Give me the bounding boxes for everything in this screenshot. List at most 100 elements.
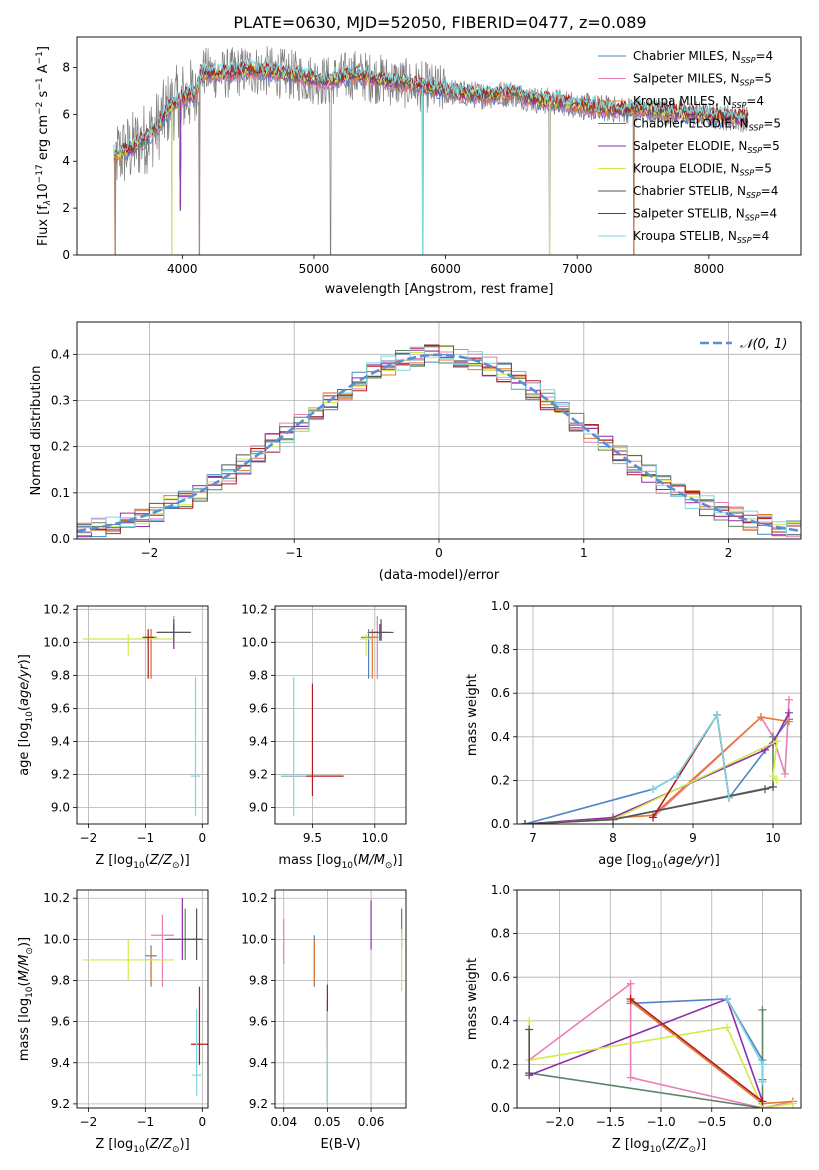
x-axis-label: Z [log10(Z/Z⊙)] (612, 1137, 706, 1155)
y-axis-label: Normed distribution (29, 366, 44, 496)
series-marker-chabrier-elodie (758, 1005, 767, 1014)
x-tick-label: 10 (765, 831, 780, 845)
label-part: ⊙ (385, 861, 393, 871)
legend-label-chabrier-miles: Chabrier MILES, NSSP=4 (633, 49, 773, 65)
x-tick-label: −0.5 (697, 1115, 726, 1129)
label-part: 10 (133, 861, 145, 871)
series-line-salpeter-elodie (524, 712, 790, 824)
x-tick-label: 6000 (430, 262, 461, 276)
label-part: 10 (651, 861, 663, 871)
x-tick-label: −2 (80, 1115, 98, 1129)
label-part: )] (180, 1137, 190, 1152)
plot-area (283, 900, 403, 1104)
label-part: Flux [f (36, 205, 51, 246)
series-marker-salpeter-miles (785, 695, 793, 704)
axes-frame: −2 −1 0 1 2 0.0 0.1 0.2 0.3 0.4 (data-model)/error… (29, 321, 802, 583)
label-part: SSP (745, 214, 760, 223)
series-marker-salpeter-miles (626, 979, 635, 988)
label-part: Z [log (95, 1137, 133, 1152)
label-part: ( (145, 853, 150, 868)
axes-frame: −2.0 −1.5 −1.0 −0.5 0.0 0.0 0.2 0.4 0.6 0.8 1.0 Z [… (465, 883, 802, 1155)
x-tick-label: 7 (529, 831, 537, 845)
y-tick-label: 9.6 (51, 1015, 70, 1029)
legend-label-kroupa-stelib: Kroupa STELIB, NSSP=4 (633, 229, 769, 245)
label-part: −17 (35, 164, 45, 183)
y-tick-label: 9.8 (249, 973, 268, 987)
label-part: SSP (749, 124, 764, 133)
panel-residuals: −2 −1 0 1 2 0.0 0.1 0.2 0.3 0.4 (data-model)/error… (29, 321, 802, 583)
label-part: =5 (763, 117, 781, 131)
label-part: mass [log (17, 998, 32, 1061)
point-kroupa-elodie (82, 939, 174, 981)
y-tick-label: 10.0 (241, 932, 268, 946)
y-tick-label: 9.8 (51, 668, 70, 682)
y-tick-label: 9.2 (249, 767, 268, 781)
y-tick-label: 9.2 (51, 1097, 70, 1111)
series-line-salpeter-miles (652, 699, 790, 819)
plot-area (525, 979, 797, 1108)
series-marker-chabrier-stelib (521, 820, 529, 824)
point-chabrier-stelib (190, 908, 203, 960)
y-axis-label: mass [log10(M/M⊙)] (17, 937, 35, 1061)
series-marker-kroupa-elodie (773, 737, 781, 746)
panel-age_vs_mass: 9.5 10.0 9.0 9.2 9.4 9.6 9.8 10.0 10.2 mass [log1… (241, 602, 407, 871)
series-marker-salpeter-miles (781, 769, 789, 778)
series-marker-kroupa-miles (757, 713, 765, 722)
legend-label-salpeter-elodie: Salpeter ELODIE, NSSP=5 (633, 139, 780, 155)
x-tick-label: 7000 (562, 262, 593, 276)
label-part: ⊙ (688, 1145, 696, 1155)
y-tick-label: 4 (62, 154, 70, 168)
legend: Chabrier MILES, NSSP=4 Salpeter MILES, NS… (598, 49, 781, 245)
x-tick-label: −2 (141, 546, 159, 560)
y-tick-label: 9.4 (51, 1056, 70, 1070)
legend-label-kroupa-miles: Kroupa MILES, NSSP=4 (633, 94, 764, 110)
series-marker-kroupa-stelib (758, 1077, 767, 1086)
x-tick-label: 9 (689, 831, 697, 845)
legend-label-salpeter-miles: Salpeter MILES, NSSP=5 (633, 72, 772, 88)
y-tick-label: 8 (62, 60, 70, 74)
label-part: ( (661, 1137, 666, 1152)
y-tick-label: 9.4 (51, 734, 70, 748)
label-part: 10 (342, 861, 354, 871)
y-tick-label: 0.1 (51, 486, 70, 500)
panel-mass_vs_Z: −2 −1 09.29.49.69.810.010.2Z [log10(Z/Z⊙)]… (17, 889, 209, 1155)
legend-label-chabrier-elodie: Chabrier ELODIE, NSSP=5 (633, 117, 781, 133)
axes-border (76, 889, 209, 1109)
label-part: )] (392, 853, 402, 868)
legend-label-kroupa-elodie: Kroupa ELODIE, NSSP=5 (633, 162, 772, 178)
point-kroupa-elodie (82, 634, 174, 656)
x-tick-label: −1 (136, 1115, 154, 1129)
y-tick-label: 0.3 (51, 393, 70, 407)
label-part: age/yr (668, 853, 711, 868)
y-tick-label: 9.6 (249, 1015, 268, 1029)
series-marker-kroupa-stelib (713, 711, 721, 719)
label-part: M/M (358, 853, 385, 868)
label-part: 10 (133, 1145, 145, 1155)
y-tick-label: 10.2 (43, 891, 70, 905)
series-line-chabrier-stelib (524, 786, 774, 824)
series-marker-salpeter-stelib (649, 813, 657, 822)
label-part: SSP (737, 236, 752, 245)
axes-border (516, 889, 802, 1109)
x-tick-label: −2 (80, 831, 98, 845)
plot-area (113, 46, 749, 255)
x-tick-label: 4000 (167, 262, 198, 276)
point-salpeter-elodie (165, 898, 200, 960)
label-part: A (36, 64, 51, 77)
y-axis-label: mass weight (465, 958, 480, 1040)
point-chabrier-miles (361, 629, 377, 679)
axes-frame: −2 −1 09.09.29.49.69.810.010.2Z [log10(Z/Z… (17, 602, 209, 871)
axes-border (516, 605, 802, 825)
series-marker-salpeter-stelib (758, 1097, 767, 1106)
label-part: Z/Z (665, 1137, 689, 1152)
y-tick-label: 9.8 (249, 668, 268, 682)
y-tick-label: 0 (62, 248, 70, 262)
series-marker-kroupa-stelib (758, 1060, 767, 1069)
series-marker-kroupa-elodie (769, 772, 777, 781)
label-part: =4 (761, 184, 779, 198)
label-part: age/yr (17, 663, 32, 706)
label-part: =5 (754, 162, 772, 176)
axes-frame: 9.5 10.0 9.0 9.2 9.4 9.6 9.8 10.0 10.2 mass [log1… (241, 602, 407, 871)
series-line-kroupa-stelib (652, 712, 730, 798)
series-line-salpeter-elodie (528, 997, 764, 1102)
